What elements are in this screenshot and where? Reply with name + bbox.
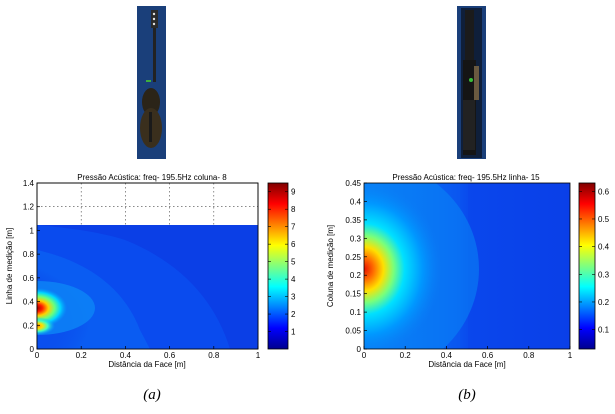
chart-a-cbar-tick-label: 3 <box>291 293 296 302</box>
chart-a-ytick-label: 1.4 <box>23 179 35 188</box>
guitar-photo-side <box>457 6 486 159</box>
chart-b-ylabel: Coluna de medição [m] <box>326 225 335 307</box>
chart-b-hotspot <box>364 183 442 349</box>
chart-b-title: Pressão Acústica: freq- 195.5Hz linha- 1… <box>392 173 540 182</box>
chart-b-ytick-label: 0.15 <box>345 290 361 299</box>
chart-a-xtick-label: 0.4 <box>120 351 132 360</box>
chart-a: Pressão Acústica: freq- 195.5Hz coluna- … <box>5 173 296 403</box>
chart-a-ytick-label: 0.4 <box>23 298 35 307</box>
chart-b-plot-area <box>363 182 571 350</box>
chart-b-ytick-label: 0.35 <box>345 216 361 225</box>
chart-b-xlabel: Distância da Face [m] <box>428 360 505 369</box>
chart-b-heatmap <box>364 183 570 349</box>
chart-a-xtick-label: 0.2 <box>76 351 88 360</box>
chart-b-ytick-label: 0.25 <box>345 253 361 262</box>
chart-a-ytick-label: 0.6 <box>23 274 35 283</box>
chart-b-colorbar <box>578 182 596 350</box>
chart-a-xtick-label: 0.8 <box>208 351 220 360</box>
chart-a-cbar-tick-label: 1 <box>291 328 296 337</box>
chart-a-ylabel: Linha de medição [m] <box>5 228 14 305</box>
chart-a-xtick-label: 0.6 <box>164 351 176 360</box>
chart-b: Pressão Acústica: freq- 195.5Hz linha- 1… <box>326 173 610 403</box>
chart-a-cbar-tick-label: 8 <box>291 205 296 214</box>
chart-a-colorbar <box>267 182 289 350</box>
chart-b-xtick-label: 0.4 <box>441 351 453 360</box>
chart-a-heatmap <box>37 225 258 349</box>
chart-b-cbar-tick-label: 0.6 <box>598 187 610 196</box>
chart-a-grid <box>37 183 258 225</box>
chart-b-cbar-tick-label: 0.3 <box>598 270 610 279</box>
chart-b-ytick-label: 0.4 <box>350 197 362 206</box>
chart-b-cbar-tick-label: 0.4 <box>598 243 610 252</box>
chart-b-ytick-label: 0 <box>357 345 362 354</box>
chart-b-xtick-label: 0.8 <box>523 351 535 360</box>
chart-a-ytick-label: 1 <box>30 226 35 235</box>
chart-a-cbar-tick-label: 2 <box>291 310 296 319</box>
guitar-photo-front <box>137 6 166 159</box>
chart-a-hotspot-2 <box>37 317 55 335</box>
chart-b-ytick-label: 0.45 <box>345 179 361 188</box>
chart-b-xtick-label: 0.2 <box>400 351 412 360</box>
chart-a-xtick-label: 1 <box>256 351 261 360</box>
chart-a-cbar-tick-label: 9 <box>291 188 296 197</box>
chart-b-cbar-tick-label: 0.1 <box>598 326 610 335</box>
chart-a-cbar-tick-label: 5 <box>291 258 296 267</box>
chart-a-xtick-label: 0 <box>35 351 40 360</box>
chart-b-cbar-tick-label: 0.2 <box>598 298 610 307</box>
chart-b-caption: (b) <box>458 387 476 403</box>
chart-a-cbar-tick-label: 6 <box>291 240 296 249</box>
chart-a-ytick-label: 0 <box>30 345 35 354</box>
chart-a-xlabel: Distância da Face [m] <box>108 360 185 369</box>
chart-b-ytick-label: 0.2 <box>350 271 362 280</box>
chart-b-xtick-label: 1 <box>568 351 573 360</box>
chart-b-ytick-label: 0.3 <box>350 234 362 243</box>
chart-b-cbar-tick-label: 0.5 <box>598 215 610 224</box>
chart-a-ytick-label: 0.8 <box>23 250 35 259</box>
chart-a-cbar-tick-label: 4 <box>291 275 296 284</box>
chart-a-ytick-label: 1.2 <box>23 203 35 212</box>
chart-a-caption: (a) <box>143 387 161 403</box>
chart-b-ytick-label: 0.1 <box>350 308 362 317</box>
chart-a-title: Pressão Acústica: freq- 195.5Hz coluna- … <box>77 173 227 182</box>
chart-b-xtick-label: 0 <box>362 351 367 360</box>
chart-a-ytick-label: 0.2 <box>23 321 35 330</box>
chart-b-ytick-label: 0.05 <box>345 327 361 336</box>
chart-a-cbar-tick-label: 7 <box>291 223 296 232</box>
chart-b-xtick-label: 0.6 <box>482 351 494 360</box>
